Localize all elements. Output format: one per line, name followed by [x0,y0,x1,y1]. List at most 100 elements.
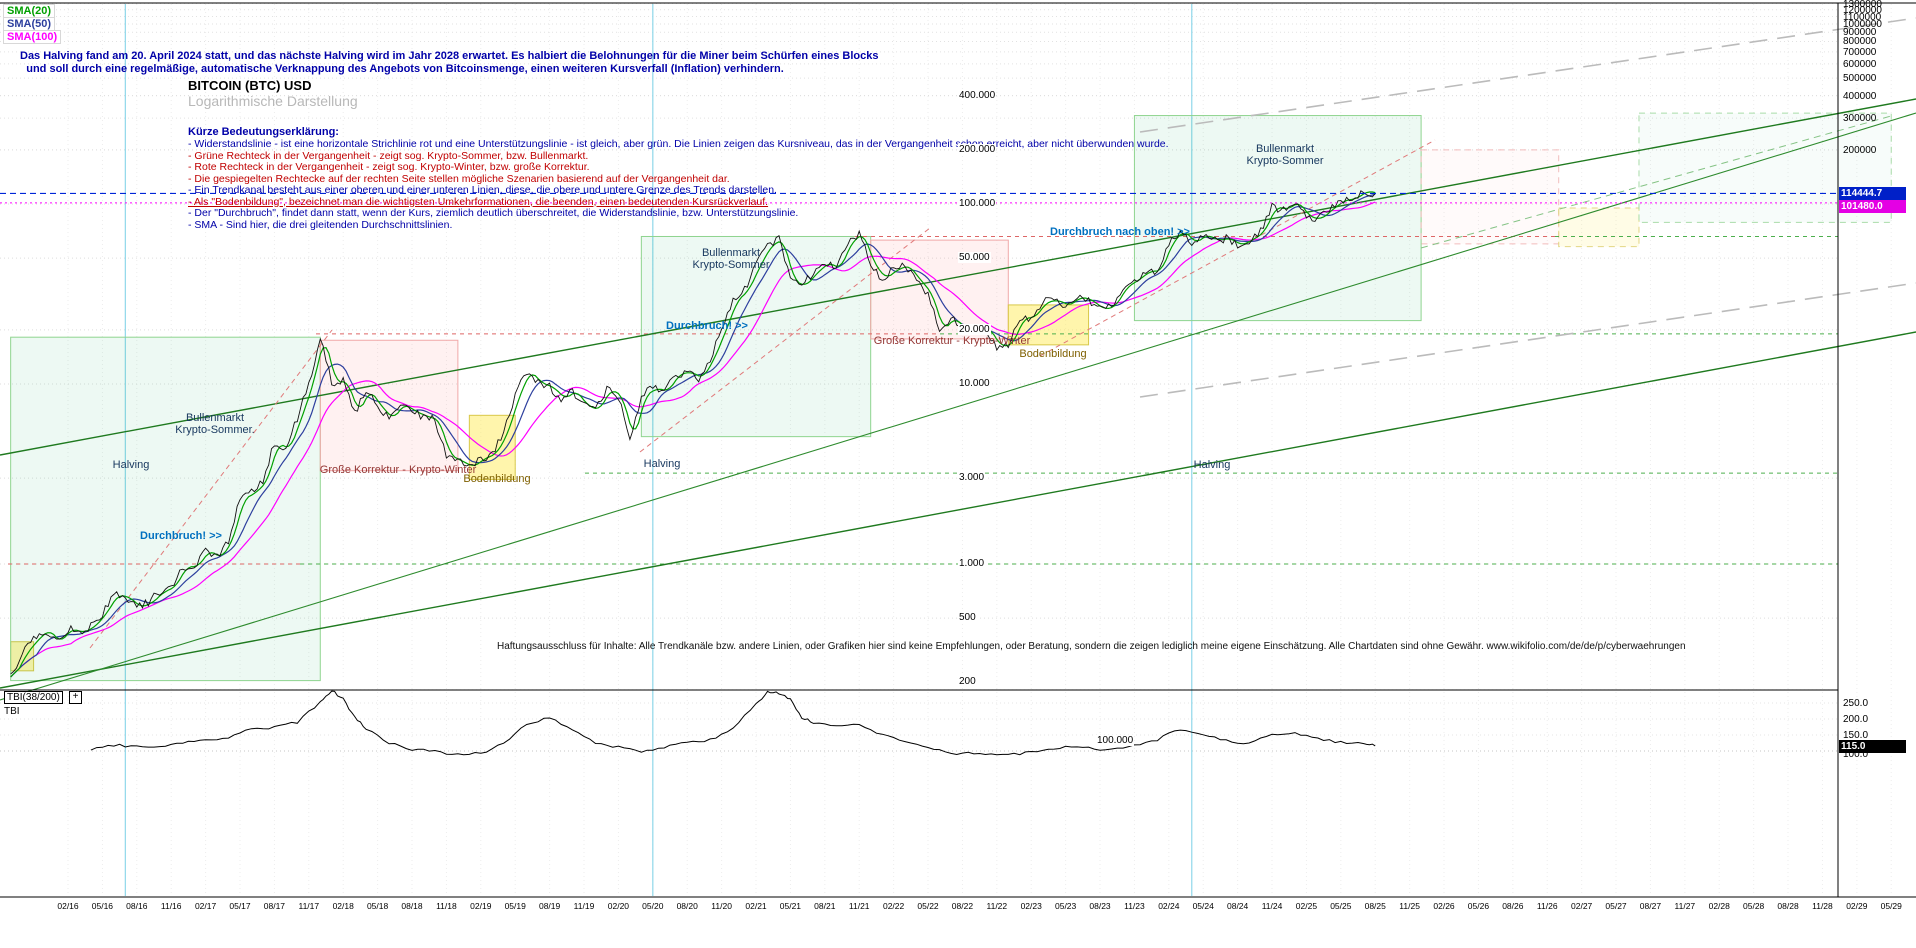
time-tick-label: 08/28 [1777,901,1799,911]
explanation-line: - Der "Durchbruch", findet dann statt, w… [188,207,799,219]
time-tick-label: 05/21 [779,901,802,911]
time-tick-label: 02/26 [1433,901,1455,911]
explanation-line: - SMA - Sind hier, die drei gleitenden D… [188,218,453,231]
time-tick-label: 05/16 [91,901,114,911]
price-axis-label: 500000 [1843,73,1877,85]
time-tick-label: 08/26 [1502,901,1524,911]
time-tick-label: 05/22 [917,901,939,911]
price-axis-label: 1300000 [1843,0,1882,10]
time-tick-label: 05/19 [504,901,526,911]
price-level-label: 50.000 [958,252,991,264]
time-tick-label: 11/21 [848,901,870,911]
disclaimer-text: Haftungsausschluss für Inhalte: Alle Tre… [497,641,1686,652]
chart-annotation: Halving [643,458,681,470]
page-title: BITCOIN (BTC) USD [188,78,312,93]
tbi-level-label: 100.000 [1096,735,1135,746]
explanation-heading: Kürze Bedeutungserklärung: [188,126,339,138]
price-axis-label: 200000 [1843,144,1877,156]
time-tick-label: 11/28 [1812,901,1833,911]
chart-annotation: Halving [1193,459,1231,471]
time-tick-label: 05/17 [229,901,251,911]
time-tick-label: 05/29 [1880,901,1902,911]
time-tick-label: 02/16 [57,901,79,911]
time-tick-label: 08/25 [1364,901,1386,911]
time-tick-label: 02/28 [1708,901,1730,911]
time-tick-label: 11/22 [986,901,1008,911]
tbi-indicator-chip[interactable]: TBI(38/200) [4,691,63,704]
tbi-last-value-badge: 115.0 [1839,740,1906,754]
price-axis-label: 1200000 [1843,4,1882,16]
chart-annotation: Halving [112,459,150,471]
tbi-short-label: TBI [4,706,20,717]
legend-sma20: SMA(20) [3,4,56,18]
time-tick-label: 08/27 [1639,901,1662,911]
time-tick-label: 11/26 [1536,901,1558,911]
legend-sma50: SMA(50) [3,17,56,31]
time-tick-label: 11/17 [298,901,320,911]
price-axis-label: 300000 [1843,113,1877,125]
price-level-label: 1.000 [958,558,986,569]
legend-sma100: SMA(100) [3,30,62,44]
chart-annotation: Bullenmarkt Krypto-Sommer [692,247,770,271]
time-tick-label: 11/25 [1399,901,1420,911]
price-axis-label: 800000 [1843,36,1877,48]
time-tick-label: 02/25 [1295,901,1318,911]
explanation-line: - Widerstandslinie - ist eine horizontal… [188,138,1169,150]
explanation-line: - Grüne Rechteck in der Vergangenheit - … [188,149,589,162]
time-tick-label: 02/18 [332,901,354,911]
price-axis-label: 1000000 [1843,19,1882,30]
time-tick-label: 08/19 [538,901,561,911]
explanation-line: - Die gespiegelten Rechtecke auf der rec… [188,172,730,185]
price-level-label: 200 [958,676,977,687]
explanation-list: - Widerstandslinie - ist eine horizontal… [188,138,1169,231]
price-level-label: 500 [958,612,977,624]
price-axis-label: 600000 [1843,58,1877,70]
time-tick-label: 08/21 [814,901,836,911]
last-price-badge: 114444.7 [1839,186,1906,200]
time-tick-label: 11/24 [1261,901,1283,911]
tbi-expand-button[interactable]: + [69,691,82,704]
time-tick-label: 08/24 [1226,901,1249,911]
time-tick-label: 08/16 [126,901,148,911]
time-tick-label: 02/20 [607,901,630,911]
chart-annotation: Durchbruch nach oben! >> [1050,226,1190,238]
halving-note-line1: Das Halving fand am 20. April 2024 statt… [20,50,879,62]
time-tick-label: 02/24 [1158,901,1180,911]
time-tick-label: 11/19 [573,901,595,911]
price-level-label: 10.000 [958,378,991,389]
chart-annotation: Bodenbildung [1019,348,1087,360]
price-axis-label: 900000 [1843,27,1877,39]
sma100-price-badge: 101480.0 [1839,199,1906,213]
chart-annotation: Durchbruch! >> [666,320,748,332]
time-tick-label: 05/18 [366,901,389,911]
price-axis-label: 400000 [1843,90,1877,102]
price-axis-label: 700000 [1843,46,1877,58]
time-tick-label: 02/23 [1020,901,1042,911]
explanation-line: - Rote Rechteck in der Vergangenheit - z… [188,161,590,173]
time-tick-label: 02/22 [882,901,905,911]
chart-annotation: Bullenmarkt Krypto-Sommer. [175,412,255,436]
chart-annotation: Große Korrektur - Krypto-Winter [873,335,1031,347]
explanation-line: - Als "Bodenbildung", bezeichnet man die… [188,195,769,208]
chart-annotation: Bullenmarkt Krypto-Sommer [1246,143,1324,167]
time-tick-label: 08/23 [1089,901,1111,911]
chart-annotation: Durchbruch! >> [140,530,222,542]
price-level-label: 100.000 [958,198,997,209]
time-tick-label: 11/18 [436,901,457,911]
time-tick-label: 05/27 [1605,901,1627,911]
time-tick-label: 05/23 [1054,901,1077,911]
time-tick-label: 08/22 [951,901,974,911]
tbi-axis-label: 100.0 [1843,749,1869,760]
price-level-label: 400.000 [958,89,997,101]
time-tick-label: 08/20 [676,901,698,911]
time-tick-label: 11/23 [1124,901,1145,911]
price-level-label: 200.000 [958,143,997,155]
time-tick-label: 05/28 [1743,901,1765,911]
price-axis-label: 1100000 [1843,11,1882,23]
time-tick-label: 02/17 [194,901,217,911]
chart-annotation: Bodenbildung [463,473,531,485]
time-tick-label: 02/29 [1846,901,1868,911]
time-tick-label: 02/27 [1571,901,1593,911]
